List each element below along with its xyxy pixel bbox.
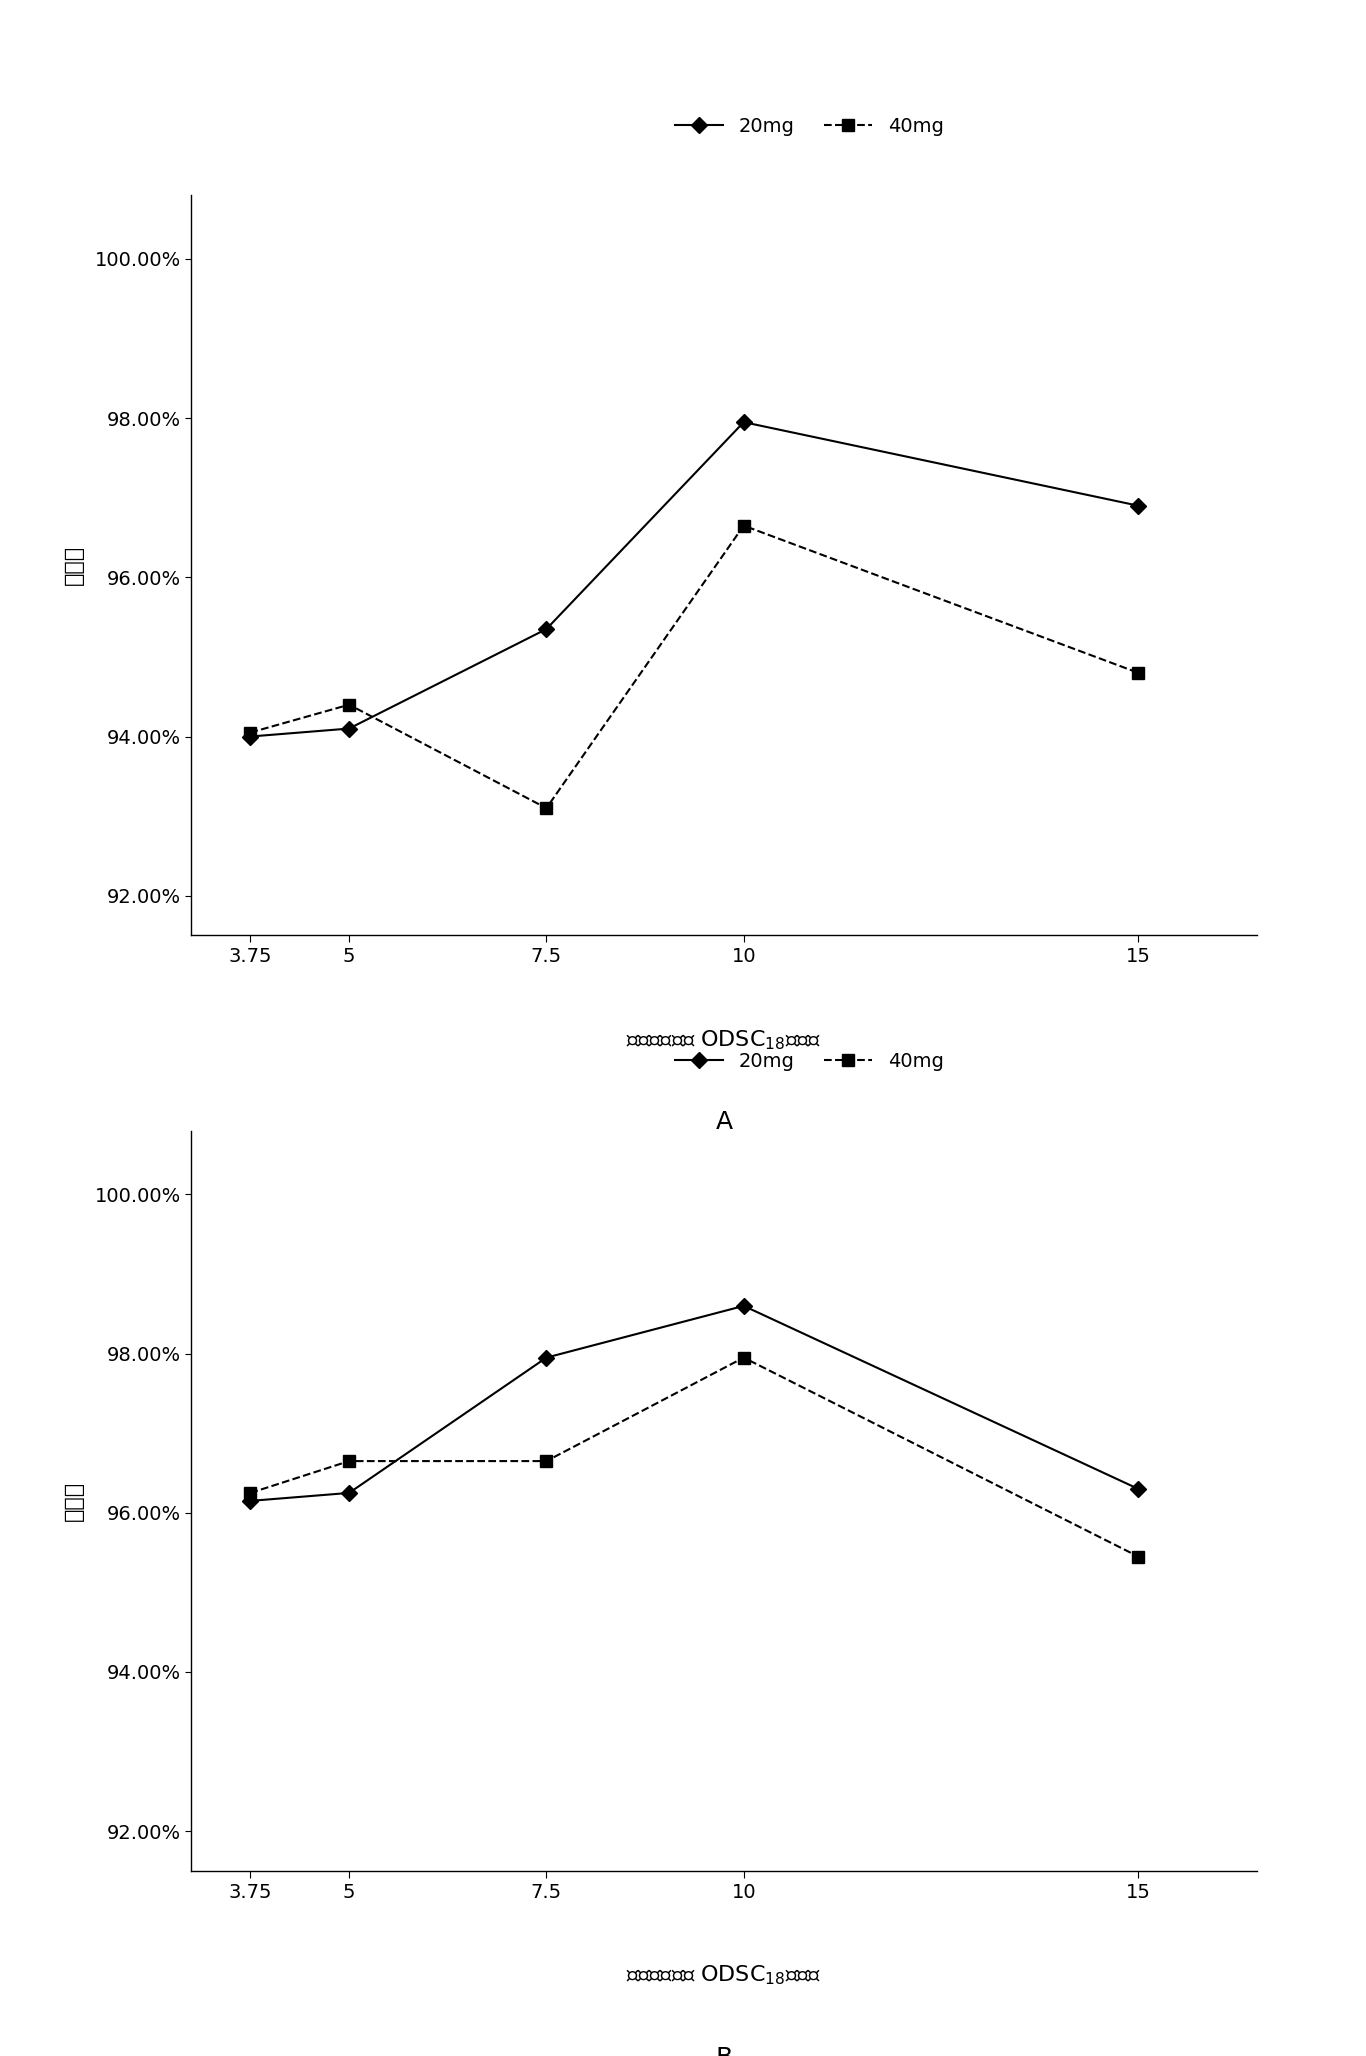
20mg — [342, 1480, 358, 1505]
20mg — [735, 1293, 751, 1318]
40mg — [1130, 660, 1146, 685]
40mg — [242, 1480, 258, 1505]
Text: A: A — [716, 1110, 732, 1135]
Text: 无水硫酸镁与 ODSC$_{18}$质量比: 无水硫酸镁与 ODSC$_{18}$质量比 — [627, 1028, 821, 1051]
20mg — [538, 1345, 555, 1369]
20mg — [242, 724, 258, 748]
Y-axis label: 回收率: 回收率 — [63, 1480, 83, 1521]
Line: 20mg: 20mg — [245, 417, 1143, 742]
40mg — [342, 1449, 358, 1474]
Legend: 20mg, 40mg: 20mg, 40mg — [667, 1044, 952, 1079]
20mg — [1130, 1476, 1146, 1501]
Y-axis label: 回收率: 回收率 — [63, 545, 83, 586]
20mg — [735, 409, 751, 434]
40mg — [538, 796, 555, 820]
20mg — [342, 715, 358, 740]
40mg — [1130, 1544, 1146, 1569]
Legend: 20mg, 40mg: 20mg, 40mg — [667, 109, 952, 144]
Line: 40mg: 40mg — [245, 520, 1143, 814]
Line: 20mg: 20mg — [245, 1299, 1143, 1507]
40mg — [342, 693, 358, 718]
Text: B: B — [716, 2046, 732, 2056]
20mg — [538, 617, 555, 641]
40mg — [242, 720, 258, 744]
Line: 40mg: 40mg — [245, 1353, 1143, 1563]
40mg — [735, 1345, 751, 1369]
40mg — [735, 514, 751, 539]
40mg — [538, 1449, 555, 1474]
20mg — [1130, 493, 1146, 518]
Text: 无水硫酸镁与 ODSC$_{18}$质量比: 无水硫酸镁与 ODSC$_{18}$质量比 — [627, 1963, 821, 1986]
20mg — [242, 1489, 258, 1513]
